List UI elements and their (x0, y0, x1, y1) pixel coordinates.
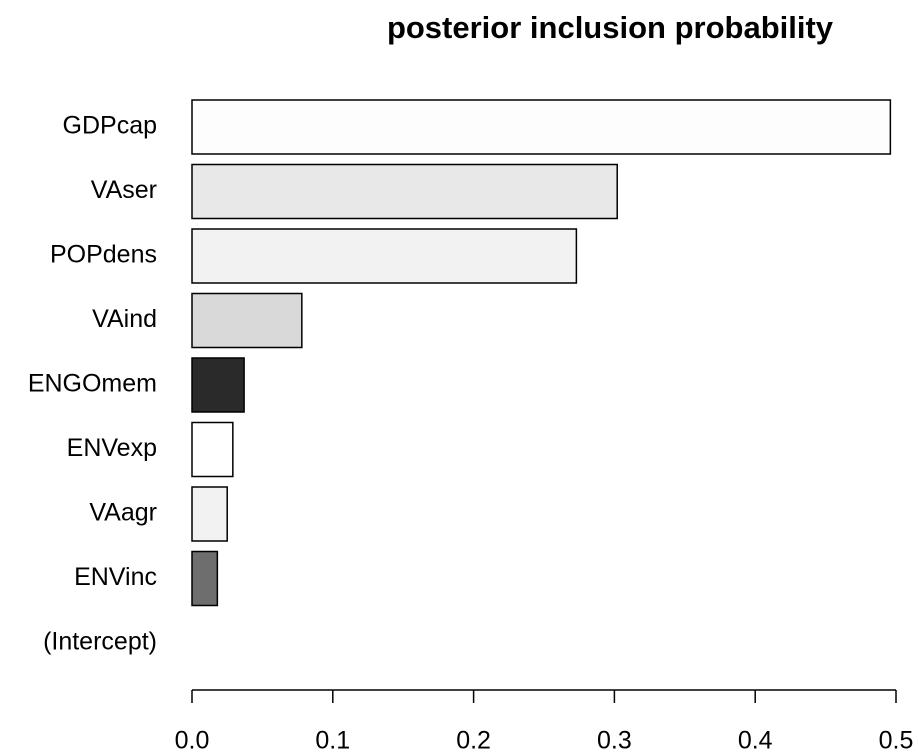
y-tick-label: ENVinc (74, 563, 157, 591)
y-tick-label: VAagr (89, 499, 157, 527)
x-tick-label: 0.5 (879, 727, 914, 755)
y-tick-label: POPdens (50, 241, 157, 269)
bar (191, 486, 228, 542)
y-tick-label: ENGOmem (28, 370, 157, 398)
bar (191, 99, 892, 155)
x-tick-label: 0.0 (175, 727, 210, 755)
y-tick-label: ENVexp (67, 434, 157, 462)
x-tick-label: 0.2 (456, 727, 491, 755)
x-tick-label: 0.4 (738, 727, 773, 755)
y-tick-label: GDPcap (63, 112, 157, 140)
chart-title: posterior inclusion probability (387, 10, 834, 45)
bar (191, 357, 245, 413)
y-tick-label: VAind (92, 305, 157, 333)
bar (191, 421, 234, 478)
bar (191, 163, 618, 220)
bar (191, 228, 578, 284)
bar (191, 292, 303, 349)
bar (191, 550, 219, 607)
y-tick-label: (Intercept) (43, 628, 157, 656)
x-tick-label: 0.1 (315, 727, 350, 755)
y-tick-label: VAser (91, 176, 157, 204)
x-tick-label: 0.3 (597, 727, 632, 755)
